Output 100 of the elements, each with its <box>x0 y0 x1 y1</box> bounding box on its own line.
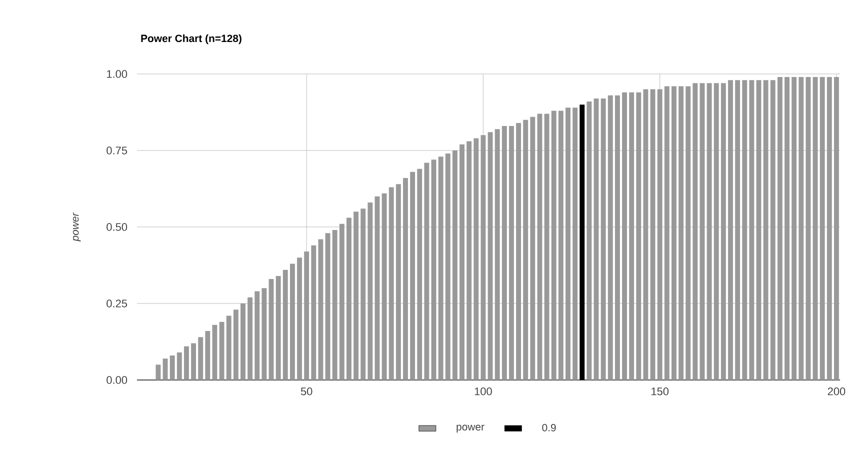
bar <box>742 80 748 380</box>
bar <box>643 89 648 380</box>
bar <box>523 120 528 380</box>
bar <box>268 279 274 380</box>
bar <box>332 230 338 380</box>
bar <box>354 212 359 380</box>
bar <box>622 92 627 380</box>
bar <box>706 83 712 380</box>
bar <box>714 83 719 380</box>
bar <box>276 276 281 380</box>
bar <box>494 129 500 380</box>
bar <box>226 316 232 380</box>
bar <box>686 86 691 380</box>
bar <box>191 343 196 380</box>
bar <box>176 352 182 380</box>
bar <box>233 310 238 380</box>
bar <box>424 162 430 380</box>
bar <box>311 245 316 380</box>
chart-title: Power Chart (n=128) <box>141 34 242 44</box>
bar <box>537 114 542 380</box>
bar <box>212 324 218 380</box>
bar <box>798 77 804 380</box>
bar <box>544 114 550 380</box>
bar <box>318 239 324 380</box>
x-tick-label: 200 <box>828 388 846 396</box>
bar <box>438 156 444 380</box>
bar <box>403 178 408 380</box>
bar <box>566 108 570 380</box>
bar <box>431 160 436 380</box>
bar <box>763 80 768 380</box>
bar <box>488 132 493 380</box>
bar <box>784 77 790 380</box>
bar <box>834 77 839 380</box>
bar <box>254 291 260 380</box>
legend-label: 0.9 <box>542 424 556 432</box>
bar <box>530 116 536 380</box>
bar <box>756 80 762 380</box>
bar <box>657 89 662 380</box>
bar <box>460 144 464 380</box>
bar <box>396 184 401 380</box>
x-tick-label: 50 <box>300 388 312 396</box>
y-tick-label: 0.25 <box>106 300 128 308</box>
bar <box>466 141 472 380</box>
bar <box>410 172 416 380</box>
bar <box>792 77 797 380</box>
bar <box>184 346 189 380</box>
bar <box>700 83 705 380</box>
bar <box>290 264 295 380</box>
bar <box>692 83 698 380</box>
y-tick-label: 0.00 <box>106 376 128 384</box>
bar <box>205 331 210 380</box>
bar <box>820 77 825 380</box>
bar <box>580 104 585 380</box>
bar <box>368 202 373 380</box>
bar <box>614 95 620 380</box>
y-axis-title: power <box>72 212 81 242</box>
bar <box>156 364 161 380</box>
bar <box>304 251 310 380</box>
bar <box>806 77 811 380</box>
bar <box>749 80 754 380</box>
bar <box>346 218 352 380</box>
bar <box>664 86 670 380</box>
bar <box>445 154 450 380</box>
bar <box>374 196 380 380</box>
bar <box>720 83 726 380</box>
bar <box>282 270 288 380</box>
bar <box>360 208 366 380</box>
bar <box>262 288 267 380</box>
bar <box>417 168 422 380</box>
bar <box>594 98 599 380</box>
bar <box>728 80 733 380</box>
bar <box>777 77 782 380</box>
bar <box>812 77 818 380</box>
bar <box>382 193 387 380</box>
bar <box>339 224 344 380</box>
bar <box>551 110 556 380</box>
bar <box>650 89 656 380</box>
bar <box>480 135 486 380</box>
bar <box>572 108 578 380</box>
y-tick-label: 0.50 <box>106 223 128 231</box>
bar <box>629 92 634 380</box>
bar <box>219 322 224 380</box>
bar <box>586 102 592 380</box>
bar <box>600 98 606 380</box>
bar <box>170 356 175 380</box>
bar <box>678 86 684 380</box>
y-tick-label: 0.75 <box>106 146 128 154</box>
legend-label: power <box>456 424 484 433</box>
bar <box>502 126 507 380</box>
y-tick-label: 1.00 <box>107 70 128 78</box>
bar <box>636 92 642 380</box>
bar <box>248 297 253 380</box>
bar <box>388 187 394 380</box>
bar <box>297 258 302 380</box>
bar <box>162 358 168 380</box>
bar <box>735 80 740 380</box>
bar <box>608 95 613 380</box>
bar <box>672 86 676 380</box>
bar <box>325 233 330 380</box>
bar <box>558 110 564 380</box>
